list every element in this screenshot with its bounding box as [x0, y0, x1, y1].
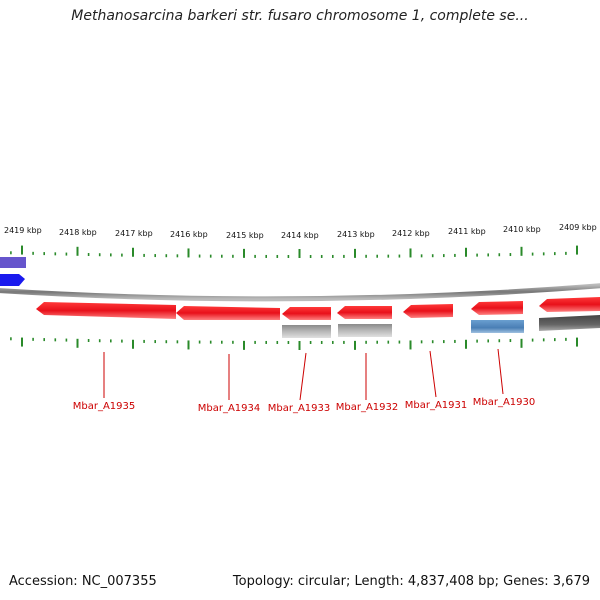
feature-blue-arrow[interactable] [0, 274, 25, 286]
tick-label: 2417 kbp [115, 229, 153, 238]
feature-blue[interactable] [471, 320, 524, 333]
tick-label: 2414 kbp [281, 231, 319, 240]
map-title: Methanosarcina barkeri str. fusaro chrom… [71, 8, 529, 24]
tick-label: 2416 kbp [170, 230, 208, 239]
lower-tick-marks [10, 337, 578, 350]
upper-tick-marks [10, 245, 578, 258]
topology-label: Topology: circular; Length: 4,837,408 bp… [232, 574, 590, 589]
gene-label-mbar-a1935[interactable]: Mbar_A1935 [73, 401, 136, 412]
feature-grey-1[interactable] [282, 325, 331, 338]
tick-label: 2409 kbp [559, 223, 597, 232]
tick-label: 2419 kbp [4, 226, 42, 235]
gene-track [36, 297, 600, 320]
tick-label: 2412 kbp [392, 229, 430, 238]
gene-mbar-a1931[interactable] [403, 304, 453, 318]
gene-mbar-a1935[interactable] [36, 302, 176, 319]
tick-label: 2413 kbp [337, 230, 375, 239]
feature-purple[interactable] [0, 257, 26, 268]
leader-line [299, 352, 307, 401]
tick-label: 2410 kbp [503, 225, 541, 234]
leader-line [429, 350, 437, 398]
chromosome-backbone [0, 283, 600, 302]
tick-label: 2411 kbp [448, 227, 486, 236]
tick-label: 2415 kbp [226, 231, 264, 240]
tick-labels: 2419 kbp 2418 kbp 2417 kbp 2416 kbp 2415… [4, 223, 597, 240]
gene-mbar-a1933[interactable] [282, 307, 331, 320]
feature-dark[interactable] [539, 315, 600, 331]
gene-mbar-a1930[interactable] [471, 301, 523, 315]
gene-mbar-a1934[interactable] [176, 306, 280, 320]
label-leaders [103, 348, 504, 401]
leader-line [497, 348, 504, 395]
gene-right-edge[interactable] [539, 297, 600, 312]
tick-label: 2418 kbp [59, 228, 97, 237]
feature-grey-2[interactable] [338, 324, 392, 337]
gene-label-mbar-a1930[interactable]: Mbar_A1930 [473, 397, 536, 408]
gene-label-mbar-a1933[interactable]: Mbar_A1933 [268, 403, 331, 414]
gene-label-mbar-a1934[interactable]: Mbar_A1934 [198, 403, 261, 414]
gene-label-mbar-a1932[interactable]: Mbar_A1932 [336, 402, 399, 413]
gene-label-mbar-a1931[interactable]: Mbar_A1931 [405, 400, 468, 411]
accession-label: Accession: NC_007355 [9, 574, 157, 589]
gene-labels: Mbar_A1935 Mbar_A1934 Mbar_A1933 Mbar_A1… [73, 397, 536, 414]
gene-mbar-a1932[interactable] [337, 306, 392, 319]
